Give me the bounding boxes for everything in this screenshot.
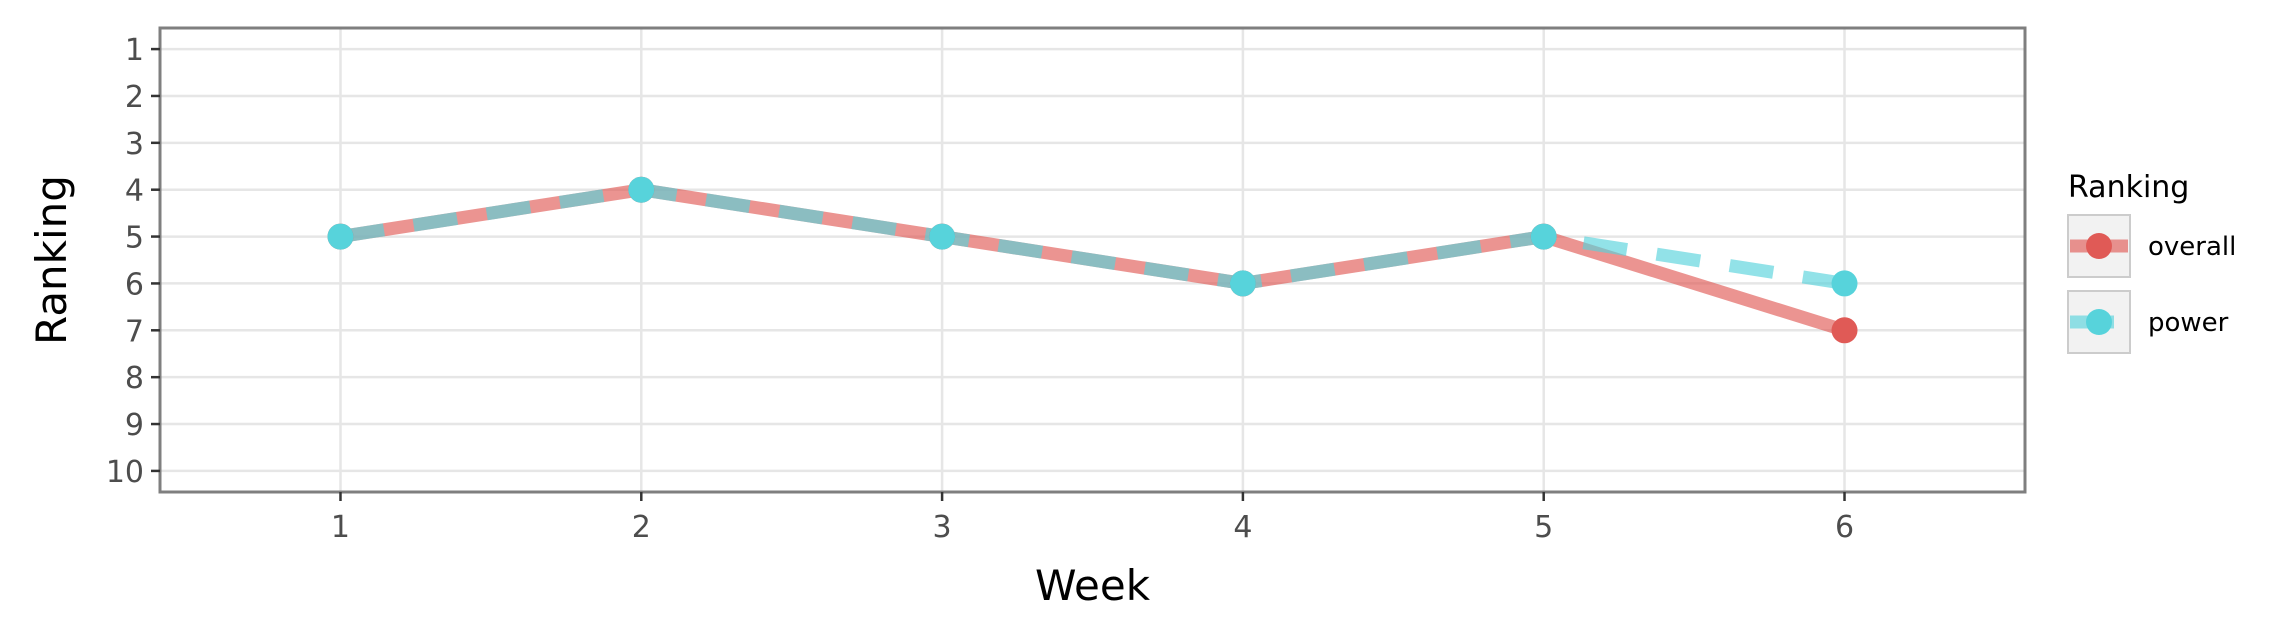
y-axis-title: Ranking [27, 175, 76, 345]
x-tick-label: 5 [1534, 510, 1553, 545]
x-tick-label: 6 [1835, 510, 1854, 545]
y-tick-label: 1 [125, 33, 144, 68]
data-point-power [1530, 223, 1557, 250]
grid-lines [160, 28, 2025, 492]
legend-label-power: power [2148, 308, 2229, 338]
x-tick-label: 2 [632, 510, 651, 545]
y-tick-label: 3 [125, 127, 144, 162]
data-point-power [327, 223, 354, 250]
legend-title: Ranking [2068, 170, 2189, 205]
data-point-power [628, 176, 655, 203]
x-axis-title: Week [1035, 561, 1151, 610]
legend-key-point-power [2086, 309, 2112, 335]
x-tick-label: 3 [933, 510, 952, 545]
legend-key-point-overall [2086, 233, 2112, 259]
series-line-power [339, 183, 1846, 290]
legend-label-overall: overall [2148, 232, 2236, 262]
y-tick-label: 6 [125, 267, 144, 302]
y-tick-label: 2 [125, 80, 144, 115]
data-point-power [1831, 270, 1858, 297]
data-point-power [1229, 270, 1256, 297]
series-lines [339, 183, 1847, 337]
y-tick-label: 4 [125, 174, 144, 209]
y-tick-label: 5 [125, 221, 144, 256]
y-tick-label: 8 [125, 361, 144, 396]
y-tick-label: 9 [125, 408, 144, 443]
plot-panel-border [158, 26, 2027, 494]
x-tick-label: 1 [331, 510, 350, 545]
y-tick-label: 10 [106, 455, 144, 490]
x-tick-label: 4 [1233, 510, 1252, 545]
legend: Ranking overall power [2067, 170, 2236, 354]
data-point-power [929, 223, 956, 250]
data-point-overall [1831, 317, 1858, 344]
axis-tick-labels: 1 2 3 4 5 6 1 2 3 4 5 6 7 8 9 10 [106, 33, 1854, 545]
axis-ticks [151, 47, 1846, 501]
series-points [327, 176, 1858, 344]
y-tick-label: 7 [125, 314, 144, 349]
